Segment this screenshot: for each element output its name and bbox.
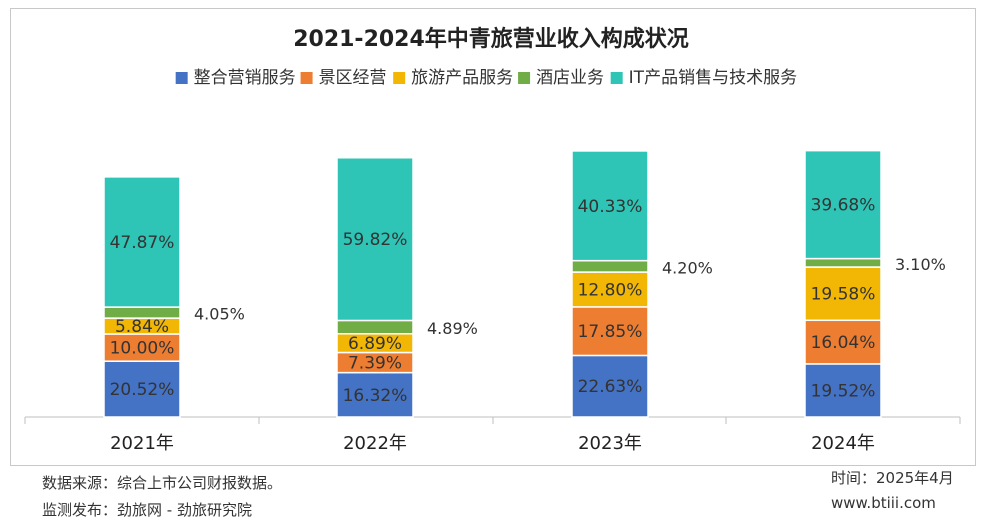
- x-tick-label-2: 2023年: [578, 433, 642, 454]
- data-label-0-2: 5.84%: [115, 317, 169, 337]
- data-label-1-3: 4.89%: [427, 319, 478, 338]
- bar-0-3: [103, 306, 181, 319]
- legend-label-2: 旅游产品服务: [411, 68, 513, 88]
- bar-3-4: [804, 149, 882, 260]
- data-label-3-2: 19.58%: [811, 285, 876, 305]
- bar-2-4: [571, 150, 649, 262]
- data-label-2-0: 22.63%: [578, 377, 643, 397]
- data-label-1-4: 59.82%: [343, 230, 408, 250]
- bar-3-0: [804, 363, 882, 418]
- data-label-0-3: 4.05%: [194, 305, 245, 324]
- data-label-0-0: 20.52%: [110, 380, 175, 400]
- data-label-3-4: 39.68%: [811, 196, 876, 216]
- data-label-1-2: 6.89%: [348, 334, 402, 354]
- legend-label-4: IT产品销售与技术服务: [629, 68, 797, 88]
- data-label-0-1: 10.00%: [110, 339, 175, 359]
- legend-label-0: 整合营销服务: [194, 68, 296, 88]
- bar-0-4: [103, 176, 181, 308]
- legend-label-1: 景区经营: [319, 68, 387, 88]
- x-tick-label-3: 2024年: [811, 433, 875, 454]
- legend-swatch-4: [610, 72, 623, 84]
- x-tick-label-1: 2022年: [343, 433, 407, 454]
- legend-swatch-1: [300, 72, 313, 84]
- website-link[interactable]: www.btiii.com: [831, 494, 936, 512]
- bar-1-3: [336, 319, 414, 335]
- data-label-3-1: 16.04%: [811, 333, 876, 353]
- data-label-1-1: 7.39%: [348, 354, 402, 374]
- bar-3-3: [804, 257, 882, 268]
- chart-title: 2021-2024年中青旅营业收入构成状况: [293, 26, 689, 52]
- bar-0-1: [103, 333, 181, 362]
- data-label-3-3: 3.10%: [895, 255, 946, 274]
- data-label-2-3: 4.20%: [662, 258, 713, 277]
- legend-swatch-0: [175, 72, 188, 84]
- data-source-note: 数据来源：综合上市公司财报数据。: [42, 474, 283, 492]
- bar-2-1: [571, 306, 649, 357]
- legend-label-3: 酒店业务: [536, 68, 604, 88]
- bar-1-0: [336, 371, 414, 418]
- data-label-3-0: 19.52%: [811, 381, 876, 401]
- publisher-note: 监测发布：劲旅网 - 劲旅研究院: [42, 501, 252, 519]
- chart-frame: [10, 8, 976, 466]
- bar-3-2: [804, 266, 882, 322]
- legend-swatch-3: [518, 72, 531, 84]
- bar-2-0: [571, 354, 649, 418]
- data-label-2-1: 17.85%: [578, 322, 643, 342]
- publish-date: 时间：2025年4月: [831, 469, 954, 487]
- data-label-1-0: 16.32%: [343, 386, 408, 406]
- legend-swatch-2: [393, 72, 406, 84]
- x-tick-label-0: 2021年: [110, 433, 174, 454]
- bar-1-4: [336, 157, 414, 322]
- data-label-2-4: 40.33%: [578, 197, 643, 217]
- bar-2-3: [571, 259, 649, 273]
- bar-3-1: [804, 319, 882, 365]
- data-label-0-4: 47.87%: [110, 233, 175, 253]
- data-label-2-2: 12.80%: [578, 280, 643, 300]
